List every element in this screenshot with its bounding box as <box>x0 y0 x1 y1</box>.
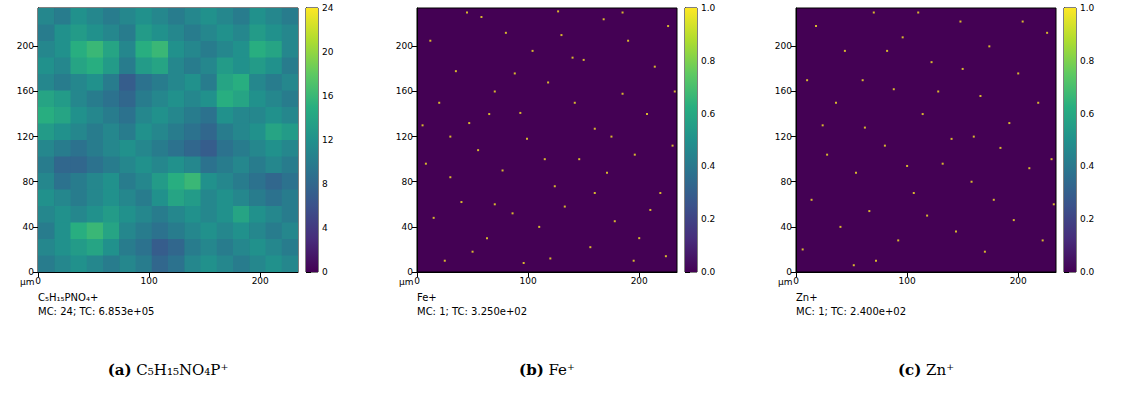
svg-text:0: 0 <box>414 276 420 286</box>
svg-text:200: 200 <box>17 41 34 51</box>
svg-text:20: 20 <box>322 47 334 57</box>
svg-text:0.6: 0.6 <box>1080 109 1095 119</box>
svg-text:(b): (b) <box>519 361 544 379</box>
svg-text:MC: 24; TC: 6.853e+05: MC: 24; TC: 6.853e+05 <box>38 306 154 317</box>
svg-text:MC: 1; TC: 3.250e+02: MC: 1; TC: 3.250e+02 <box>417 306 527 317</box>
svg-text:(a): (a) <box>108 361 132 379</box>
svg-text:200: 200 <box>631 276 648 286</box>
svg-text:(c): (c) <box>898 361 921 379</box>
svg-text:80: 80 <box>23 177 35 187</box>
svg-text:µm: µm <box>778 277 793 287</box>
svg-text:200: 200 <box>775 41 792 51</box>
svg-text:100: 100 <box>520 276 537 286</box>
svg-text:0.2: 0.2 <box>1080 214 1094 224</box>
svg-text:1.0: 1.0 <box>701 3 716 13</box>
svg-text:C₅H₁₅PNO₄+: C₅H₁₅PNO₄+ <box>38 292 98 303</box>
svg-text:0: 0 <box>35 276 41 286</box>
svg-text:0: 0 <box>786 267 792 277</box>
svg-text:40: 40 <box>402 222 414 232</box>
svg-text:16: 16 <box>322 91 334 101</box>
svg-text:Fe⁺: Fe⁺ <box>544 361 575 379</box>
svg-text:0: 0 <box>407 267 413 277</box>
svg-text:4: 4 <box>322 223 328 233</box>
svg-text:12: 12 <box>322 135 333 145</box>
svg-text:40: 40 <box>781 222 793 232</box>
svg-text:Zn⁺: Zn⁺ <box>921 361 954 379</box>
svg-text:MC: 1; TC: 2.400e+02: MC: 1; TC: 2.400e+02 <box>796 306 906 317</box>
svg-text:40: 40 <box>23 222 35 232</box>
svg-text:Fe+: Fe+ <box>417 292 437 303</box>
svg-text:0.6: 0.6 <box>701 109 716 119</box>
svg-text:0.2: 0.2 <box>701 214 715 224</box>
svg-text:200: 200 <box>396 41 413 51</box>
svg-text:160: 160 <box>17 86 34 96</box>
svg-text:80: 80 <box>402 177 414 187</box>
svg-text:120: 120 <box>775 132 792 142</box>
svg-text:100: 100 <box>899 276 916 286</box>
svg-text:120: 120 <box>396 132 413 142</box>
svg-text:Zn+: Zn+ <box>796 292 818 303</box>
svg-text:160: 160 <box>775 86 792 96</box>
svg-text:24: 24 <box>322 3 334 13</box>
svg-text:200: 200 <box>1010 276 1027 286</box>
svg-text:0: 0 <box>793 276 799 286</box>
svg-text:C₅H₁₅NO₄P⁺: C₅H₁₅NO₄P⁺ <box>132 361 229 379</box>
svg-text:0.8: 0.8 <box>1080 56 1095 66</box>
svg-text:0.0: 0.0 <box>701 267 716 277</box>
svg-text:0: 0 <box>28 267 34 277</box>
svg-text:80: 80 <box>781 177 793 187</box>
svg-text:0: 0 <box>322 267 328 277</box>
svg-text:0.4: 0.4 <box>701 161 716 171</box>
svg-text:0.8: 0.8 <box>701 56 716 66</box>
svg-text:0.4: 0.4 <box>1080 161 1095 171</box>
svg-text:1.0: 1.0 <box>1080 3 1095 13</box>
svg-text:µm: µm <box>399 277 414 287</box>
svg-text:120: 120 <box>17 132 34 142</box>
svg-text:160: 160 <box>396 86 413 96</box>
svg-text:8: 8 <box>322 179 328 189</box>
svg-text:0.0: 0.0 <box>1080 267 1095 277</box>
svg-text:µm: µm <box>20 277 35 287</box>
svg-text:100: 100 <box>141 276 158 286</box>
svg-text:200: 200 <box>252 276 269 286</box>
